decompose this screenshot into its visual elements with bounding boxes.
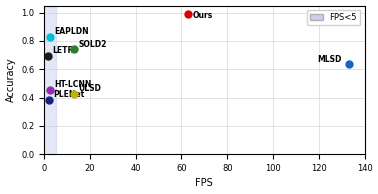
Legend: FPS<5: FPS<5 bbox=[307, 10, 360, 25]
Text: Ours: Ours bbox=[193, 11, 213, 20]
Text: MLSD: MLSD bbox=[317, 55, 342, 64]
Text: HT-LCNN: HT-LCNN bbox=[54, 80, 92, 89]
Text: LETR: LETR bbox=[52, 46, 73, 55]
Text: PLENet: PLENet bbox=[53, 90, 85, 99]
Text: SOLD2: SOLD2 bbox=[78, 40, 107, 49]
Y-axis label: Accuracy: Accuracy bbox=[6, 58, 15, 102]
Text: EAPLDN: EAPLDN bbox=[54, 27, 89, 36]
Bar bbox=[44, 6, 56, 154]
Text: ULSD: ULSD bbox=[78, 84, 101, 93]
X-axis label: FPS: FPS bbox=[195, 178, 213, 188]
